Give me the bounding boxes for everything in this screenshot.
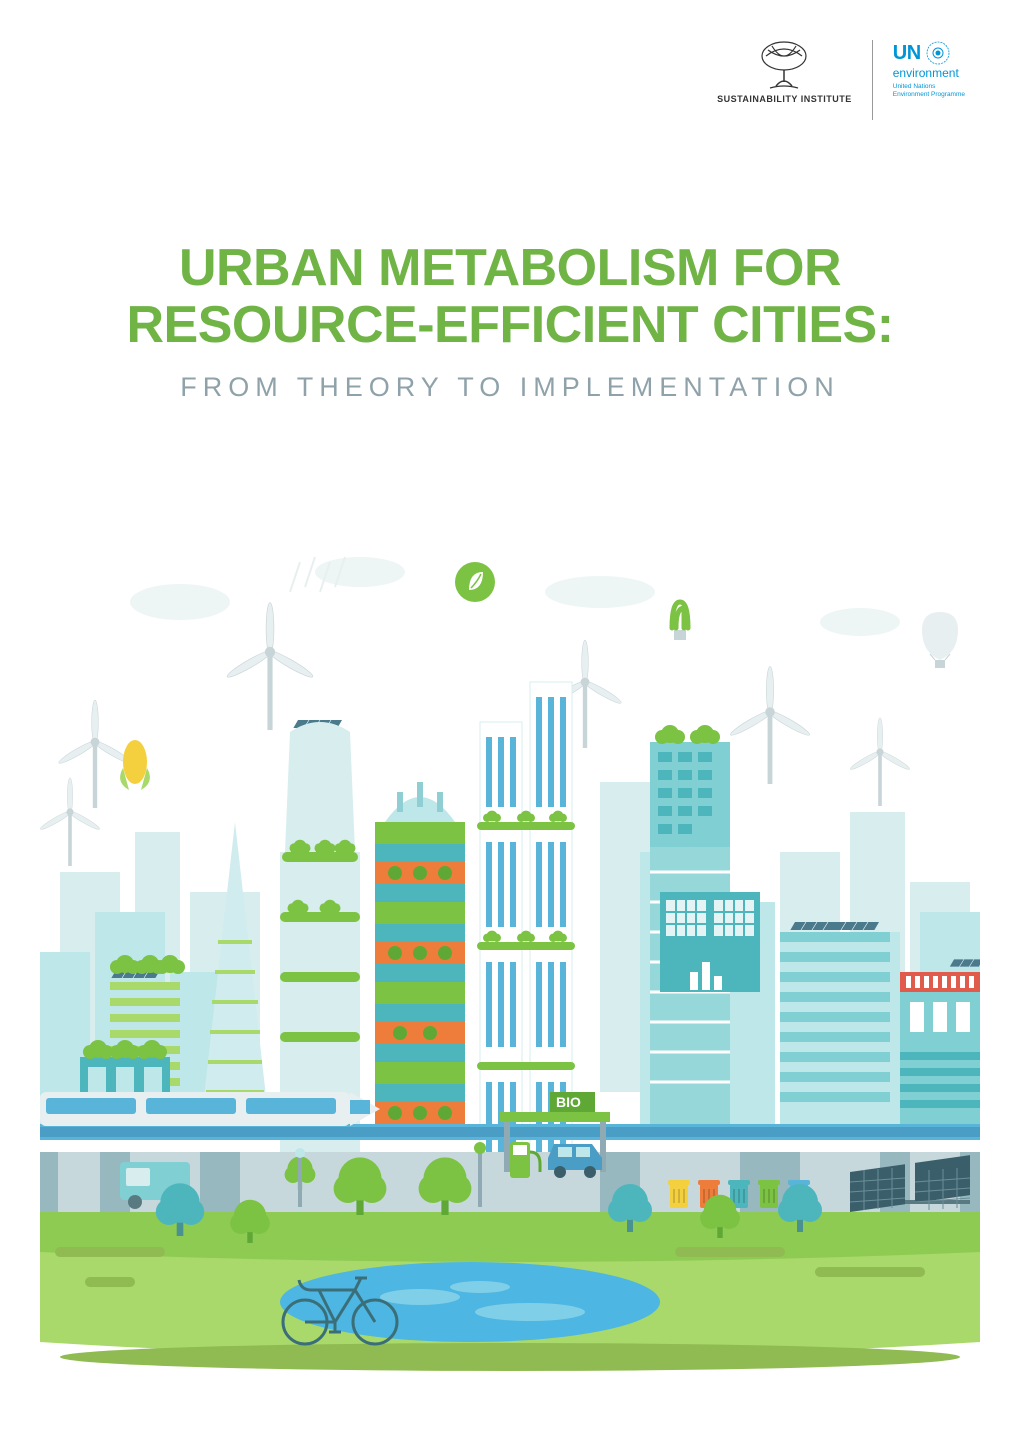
leaf-circle-icon (455, 562, 495, 602)
clouds (130, 557, 900, 636)
pond (280, 1262, 660, 1342)
ground-shadow (60, 1343, 960, 1371)
corn-icon (120, 740, 150, 790)
building-window-block (660, 892, 760, 992)
cfl-bulb-icon (672, 602, 688, 640)
un-subtitle-1: United Nations (893, 83, 936, 91)
wind-turbine-icon (729, 666, 812, 784)
sustainability-institute-logo: SUSTAINABILITY INSTITUTE (717, 40, 852, 105)
bio-label: BIO (556, 1094, 581, 1110)
logo-row: SUSTAINABILITY INSTITUTE UN environment … (717, 40, 965, 120)
building-twin-towers (477, 682, 575, 1162)
subtitle: FROM THEORY TO IMPLEMENTATION (40, 372, 980, 403)
un-laurel-icon (925, 40, 951, 66)
tree-lotus-icon (756, 40, 812, 90)
un-abbrev: UN (893, 42, 921, 65)
train-icon (40, 1092, 380, 1126)
un-subtitle-2: Environment Programme (893, 91, 965, 99)
logo-divider (872, 40, 873, 120)
title-block: URBAN METABOLISM FOR RESOURCE-EFFICIENT … (40, 240, 980, 403)
city-illustration: BIO (40, 552, 980, 1382)
balloon-icon (922, 612, 958, 668)
wind-turbine-icon (849, 718, 911, 806)
title-line-2: RESOURCE-EFFICIENT CITIES: (40, 297, 980, 354)
wind-turbine-icon (40, 778, 101, 866)
building-red-roof (900, 959, 980, 1132)
un-environment-word: environment (893, 66, 959, 80)
wind-turbine-icon (225, 603, 314, 730)
un-environment-logo: UN environment United Nations Environmen… (893, 40, 965, 100)
sustainable-city-svg: BIO (40, 552, 980, 1382)
building-stripes-right (780, 922, 890, 1132)
si-logo-text: SUSTAINABILITY INSTITUTE (717, 94, 852, 105)
report-cover-page: SUSTAINABILITY INSTITUTE UN environment … (0, 0, 1020, 1442)
title-line-1: URBAN METABOLISM FOR (40, 240, 980, 297)
building-orange-stripes (375, 782, 465, 1132)
